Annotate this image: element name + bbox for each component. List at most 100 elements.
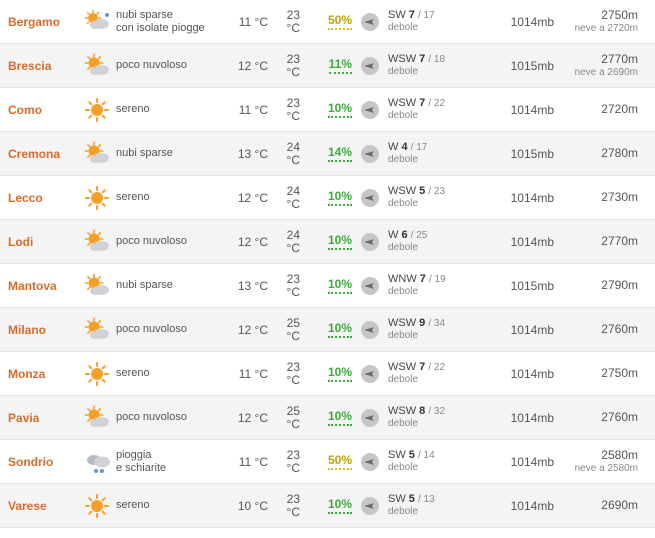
- wind-icon: [352, 362, 388, 386]
- city-link[interactable]: Bergamo: [4, 15, 78, 29]
- city-link[interactable]: Pavia: [4, 411, 78, 425]
- weather-icon: [78, 361, 116, 387]
- table-row: Cremona nubi sparse 13 °C 24°C 14% W 4 /…: [0, 132, 655, 176]
- table-row: Brescia poco nuvoloso 12 °C 23°C 11% WSW…: [0, 44, 655, 88]
- humidity: 50%: [300, 13, 352, 30]
- weather-desc: sereno: [116, 191, 222, 204]
- weather-desc: pioggiae schiarite: [116, 449, 222, 474]
- table-row: Lodi poco nuvoloso 12 °C 24°C 10% W 6 / …: [0, 220, 655, 264]
- weather-icon: [78, 405, 116, 431]
- temp-min: 12 °C: [222, 235, 268, 249]
- table-row: Como sereno 11 °C 23°C 10% WSW 7 / 22 de…: [0, 88, 655, 132]
- altitude: 2770m: [554, 235, 638, 248]
- altitude: 2780m: [554, 147, 638, 160]
- weather-icon: [78, 53, 116, 79]
- humidity: 10%: [300, 409, 352, 426]
- temp-max: 24°C: [268, 141, 300, 166]
- table-row: Monza sereno 11 °C 23°C 10% WSW 7 / 22 d…: [0, 352, 655, 396]
- temp-max: 23°C: [268, 449, 300, 474]
- temp-min: 12 °C: [222, 323, 268, 337]
- weather-desc: nubi sparse: [116, 147, 222, 160]
- pressure: 1014mb: [488, 15, 554, 29]
- temp-max: 23°C: [268, 361, 300, 386]
- pressure: 1014mb: [488, 235, 554, 249]
- temp-max: 25°C: [268, 405, 300, 430]
- pressure: 1014mb: [488, 323, 554, 337]
- weather-desc: poco nuvoloso: [116, 323, 222, 336]
- city-link[interactable]: Monza: [4, 367, 78, 381]
- weather-desc: sereno: [116, 499, 222, 512]
- wind-icon: [352, 10, 388, 34]
- wind-info: WSW 9 / 34 debole: [388, 317, 488, 341]
- city-link[interactable]: Sondrio: [4, 455, 78, 469]
- temp-max: 23°C: [268, 493, 300, 518]
- humidity: 10%: [300, 101, 352, 118]
- pressure: 1014mb: [488, 499, 554, 513]
- pressure: 1015mb: [488, 279, 554, 293]
- wind-icon: [352, 186, 388, 210]
- table-row: Varese sereno 10 °C 23°C 10% SW 5 / 13 d…: [0, 484, 655, 528]
- city-link[interactable]: Mantova: [4, 279, 78, 293]
- table-row: Lecco sereno 12 °C 24°C 10% WSW 5 / 23 d…: [0, 176, 655, 220]
- weather-desc: sereno: [116, 103, 222, 116]
- altitude: 2580mneve a 2580m: [554, 449, 638, 473]
- humidity: 10%: [300, 233, 352, 250]
- altitude: 2730m: [554, 191, 638, 204]
- city-link[interactable]: Lecco: [4, 191, 78, 205]
- pressure: 1014mb: [488, 455, 554, 469]
- wind-info: WSW 7 / 22 debole: [388, 97, 488, 121]
- wind-info: WNW 7 / 19 debole: [388, 273, 488, 297]
- temp-min: 11 °C: [222, 103, 268, 117]
- altitude: 2750mneve a 2720m: [554, 9, 638, 33]
- humidity: 10%: [300, 365, 352, 382]
- altitude: 2770mneve a 2690m: [554, 53, 638, 77]
- temp-min: 11 °C: [222, 455, 268, 469]
- temp-min: 12 °C: [222, 59, 268, 73]
- city-link[interactable]: Milano: [4, 323, 78, 337]
- weather-icon: [78, 317, 116, 343]
- wind-info: SW 7 / 17 debole: [388, 9, 488, 33]
- weather-desc: nubi sparsecon isolate piogge: [116, 9, 222, 34]
- weather-table: Bergamo nubi sparsecon isolate piogge 11…: [0, 0, 655, 528]
- city-link[interactable]: Como: [4, 103, 78, 117]
- weather-icon: [78, 97, 116, 123]
- weather-icon: [78, 185, 116, 211]
- temp-max: 25°C: [268, 317, 300, 342]
- city-link[interactable]: Cremona: [4, 147, 78, 161]
- pressure: 1015mb: [488, 147, 554, 161]
- weather-desc: poco nuvoloso: [116, 411, 222, 424]
- altitude: 2750m: [554, 367, 638, 380]
- humidity: 11%: [300, 57, 352, 74]
- city-link[interactable]: Brescia: [4, 59, 78, 73]
- humidity: 10%: [300, 277, 352, 294]
- wind-icon: [352, 230, 388, 254]
- wind-info: W 4 / 17 debole: [388, 141, 488, 165]
- temp-max: 24°C: [268, 229, 300, 254]
- humidity: 10%: [300, 497, 352, 514]
- pressure: 1014mb: [488, 411, 554, 425]
- weather-icon: [78, 9, 116, 35]
- table-row: Bergamo nubi sparsecon isolate piogge 11…: [0, 0, 655, 44]
- temp-min: 13 °C: [222, 147, 268, 161]
- table-row: Milano poco nuvoloso 12 °C 25°C 10% WSW …: [0, 308, 655, 352]
- temp-max: 23°C: [268, 9, 300, 34]
- pressure: 1014mb: [488, 103, 554, 117]
- city-link[interactable]: Varese: [4, 499, 78, 513]
- temp-min: 10 °C: [222, 499, 268, 513]
- temp-max: 23°C: [268, 53, 300, 78]
- wind-icon: [352, 494, 388, 518]
- wind-icon: [352, 98, 388, 122]
- humidity: 10%: [300, 321, 352, 338]
- temp-min: 12 °C: [222, 191, 268, 205]
- wind-info: SW 5 / 14 debole: [388, 449, 488, 473]
- table-row: Pavia poco nuvoloso 12 °C 25°C 10% WSW 8…: [0, 396, 655, 440]
- wind-info: SW 5 / 13 debole: [388, 493, 488, 517]
- weather-icon: [78, 229, 116, 255]
- temp-max: 23°C: [268, 97, 300, 122]
- city-link[interactable]: Lodi: [4, 235, 78, 249]
- pressure: 1015mb: [488, 59, 554, 73]
- temp-min: 11 °C: [222, 15, 268, 29]
- humidity: 14%: [300, 145, 352, 162]
- wind-info: WSW 5 / 23 debole: [388, 185, 488, 209]
- weather-icon: [78, 449, 116, 475]
